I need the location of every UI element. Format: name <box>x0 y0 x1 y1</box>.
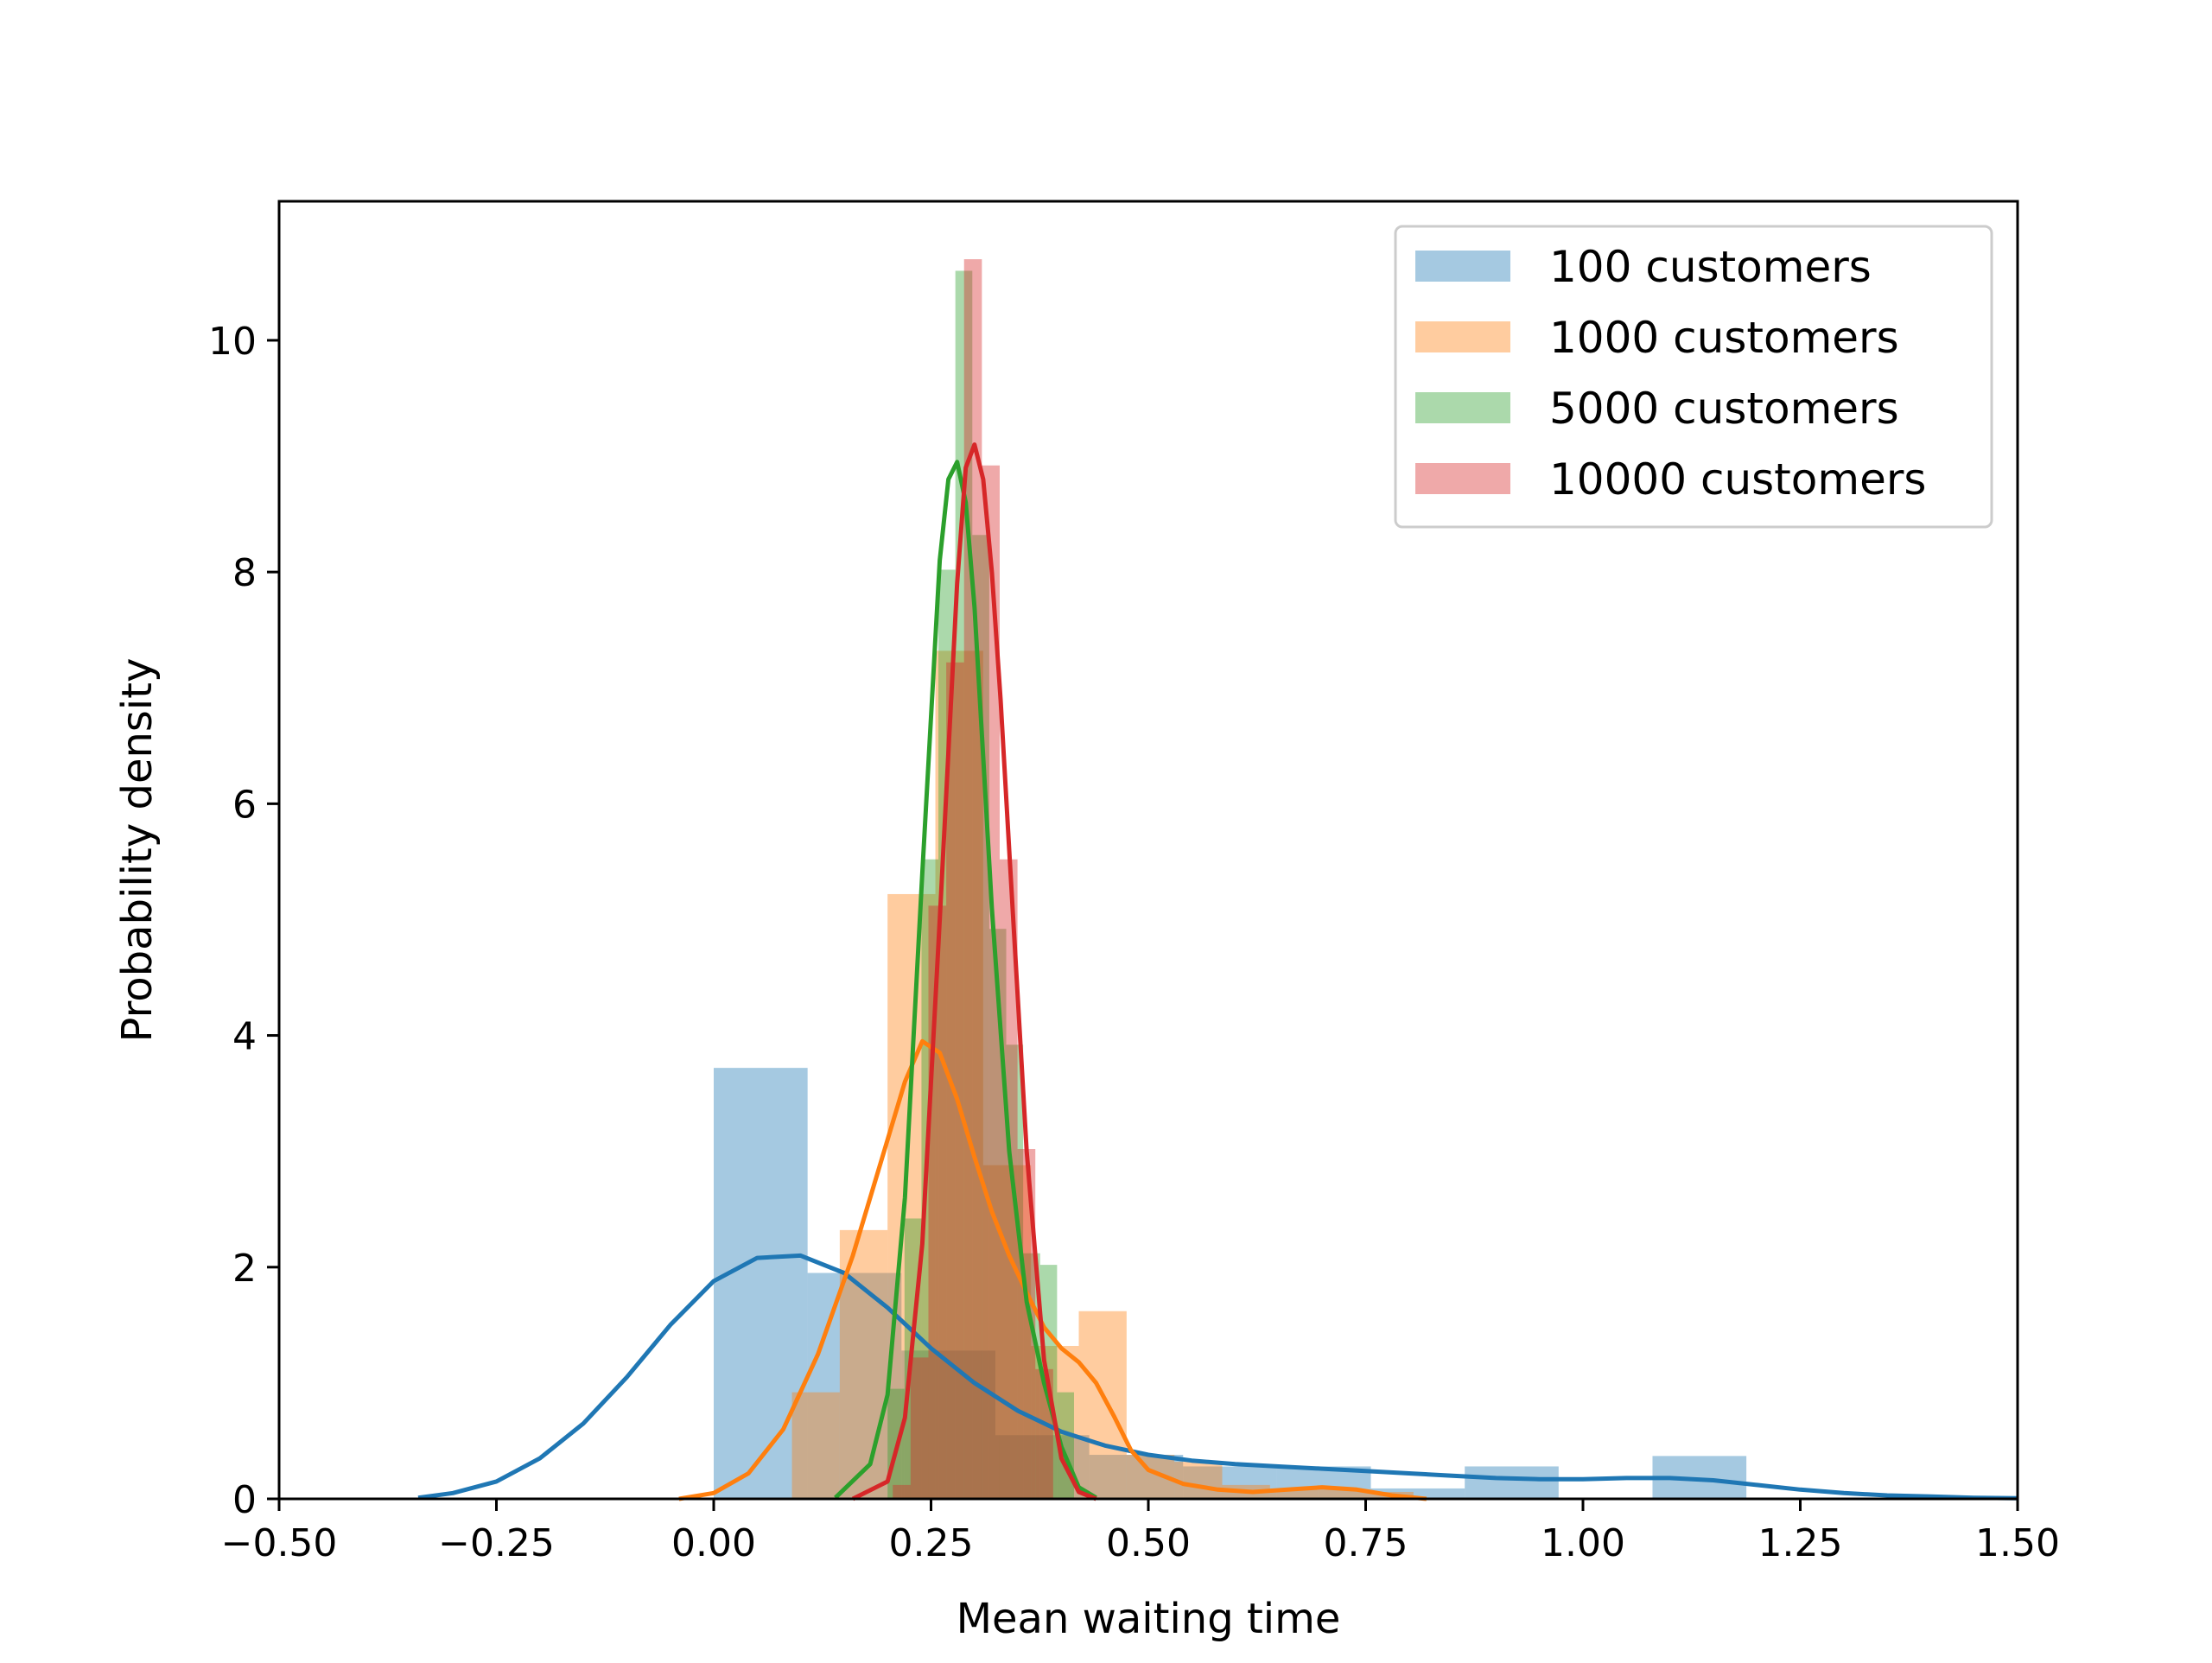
x-tick-label: −0.25 <box>438 1521 555 1565</box>
y-axis-label: Probability density <box>113 658 162 1043</box>
legend-swatch <box>1415 321 1510 352</box>
hist-bar <box>946 662 964 1499</box>
hist-bar <box>887 893 936 1499</box>
y-tick-label: 0 <box>232 1478 257 1522</box>
legend-label: 5000 customers <box>1549 384 1899 434</box>
x-tick-label: 0.50 <box>1106 1521 1191 1565</box>
x-tick-label: 1.50 <box>1975 1521 2060 1565</box>
legend-swatch <box>1415 463 1510 494</box>
hist-bar <box>910 1357 929 1499</box>
hist-bar <box>1465 1466 1559 1499</box>
hist-bar <box>791 1392 840 1499</box>
legend-swatch <box>1415 251 1510 282</box>
kde-line-5000-customers <box>834 460 1097 1500</box>
y-tick-label: 6 <box>232 783 257 827</box>
x-tick-label: 1.00 <box>1541 1521 1625 1565</box>
kde-line-10000-customers <box>851 442 1097 1501</box>
hist-bar <box>963 259 982 1499</box>
legend-box <box>1394 225 1993 529</box>
legend-swatch <box>1415 392 1510 423</box>
hist-bar <box>995 1435 1090 1499</box>
legend: 100 customers 1000 customers 5000 customer… <box>1394 225 1993 529</box>
kde-layer <box>417 442 2018 1501</box>
x-tick-label: 0.75 <box>1324 1521 1408 1565</box>
x-axis: −0.50 −0.25 0.00 0.25 0.50 0.75 1.00 1.25 1.50 <box>221 1499 2060 1565</box>
hist-bar <box>1269 1489 1319 1499</box>
hist-bar <box>893 1484 911 1499</box>
kde-line-100-customers <box>417 1253 2018 1501</box>
legend-label: 100 customers <box>1549 242 1872 292</box>
y-tick-label: 4 <box>232 1015 257 1059</box>
y-tick-label: 8 <box>232 551 257 595</box>
y-tick-label: 10 <box>208 320 257 364</box>
hist-bar <box>982 1165 1032 1499</box>
hist-bar <box>982 465 1000 1499</box>
hist-bar <box>999 859 1018 1499</box>
x-tick-label: −0.50 <box>221 1521 338 1565</box>
hist-bar <box>714 1068 808 1499</box>
hist-bar <box>807 1273 902 1499</box>
x-tick-label: 0.00 <box>671 1521 756 1565</box>
x-tick-label: 0.25 <box>889 1521 974 1565</box>
hist-bar <box>938 569 956 1499</box>
y-axis: 0 2 4 6 8 10 <box>208 320 279 1522</box>
x-tick-label: 1.25 <box>1758 1521 1843 1565</box>
hist-100-customers <box>714 1068 1747 1499</box>
kde-line-1000-customers <box>678 1038 1427 1501</box>
y-tick-label: 2 <box>232 1247 257 1291</box>
hist-bar <box>1174 1462 1223 1499</box>
legend-label: 10000 customers <box>1549 454 1926 505</box>
hist-bar <box>1078 1311 1127 1499</box>
x-axis-label: Mean waiting time <box>957 1595 1341 1643</box>
legend-label: 1000 customers <box>1549 313 1899 363</box>
hist-bar <box>1318 1489 1366 1499</box>
hist-bar <box>901 1350 995 1499</box>
hist-1000-customers <box>791 651 1414 1499</box>
